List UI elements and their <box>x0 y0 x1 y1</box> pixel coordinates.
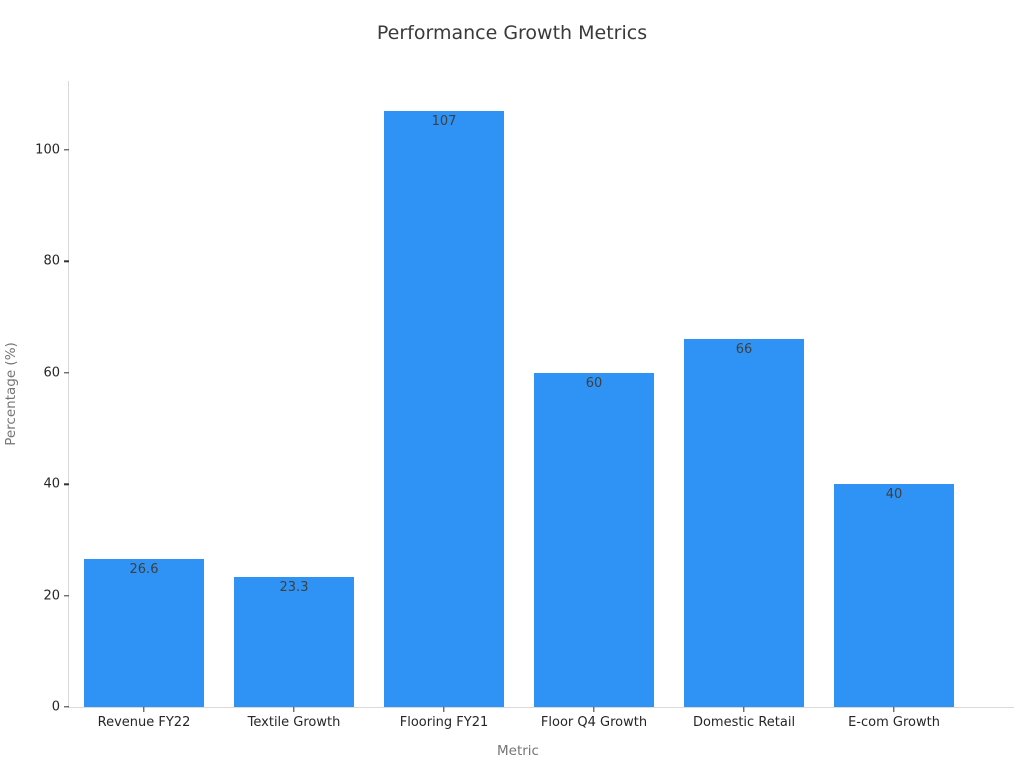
bar-value-label: 26.6 <box>129 561 159 577</box>
y-tick-label: 100 <box>35 142 60 158</box>
bar: 66 <box>684 339 804 707</box>
x-tick-label: E-com Growth <box>848 715 940 730</box>
x-tick-mark <box>143 707 145 712</box>
x-tick-label: Domestic Retail <box>692 715 796 730</box>
y-tick-mark <box>64 149 69 151</box>
bar: 40 <box>834 484 954 707</box>
x-tick-label: Floor Q4 Growth <box>540 715 648 730</box>
y-tick-mark <box>64 706 69 708</box>
plot-area: 0 20 40 60 80 100 26.6 23.3 107 60 66 40 Revenue F… <box>35 81 1014 730</box>
bar: 60 <box>534 372 654 707</box>
y-tick-label: 20 <box>43 588 60 604</box>
y-tick-label: 40 <box>43 476 60 492</box>
y-axis-label: Percentage (%) <box>3 342 19 446</box>
y-tick-mark <box>64 260 69 262</box>
x-tick-label: Revenue FY22 <box>97 715 191 730</box>
x-tick-mark <box>893 707 895 712</box>
y-tick-mark <box>64 594 69 597</box>
y-tick-label: 80 <box>43 253 60 269</box>
x-tick-mark <box>593 707 595 712</box>
bar-value-label: 23.3 <box>279 580 309 596</box>
bar-value-label: 107 <box>431 113 457 129</box>
x-tick-mark <box>743 707 745 712</box>
bar-value-label: 66 <box>735 342 753 358</box>
x-tick-label: Textile Growth <box>247 715 341 730</box>
x-tick-mark <box>293 707 295 712</box>
x-tick-mark <box>443 707 445 712</box>
bar: 107 <box>384 110 504 707</box>
x-tick-label: Flooring FY21 <box>399 715 489 730</box>
y-tick-label: 60 <box>43 365 60 381</box>
bar: 26.6 <box>84 558 204 707</box>
bar: 23.3 <box>234 577 354 707</box>
chart-title: Performance Growth Metrics <box>376 22 648 44</box>
y-tick-mark <box>64 371 69 374</box>
x-axis-label: Metric <box>497 743 539 759</box>
y-tick-label: 0 <box>51 699 60 715</box>
bar-value-label: 60 <box>585 375 603 391</box>
y-tick-mark <box>64 483 69 485</box>
bar-value-label: 40 <box>885 487 903 503</box>
